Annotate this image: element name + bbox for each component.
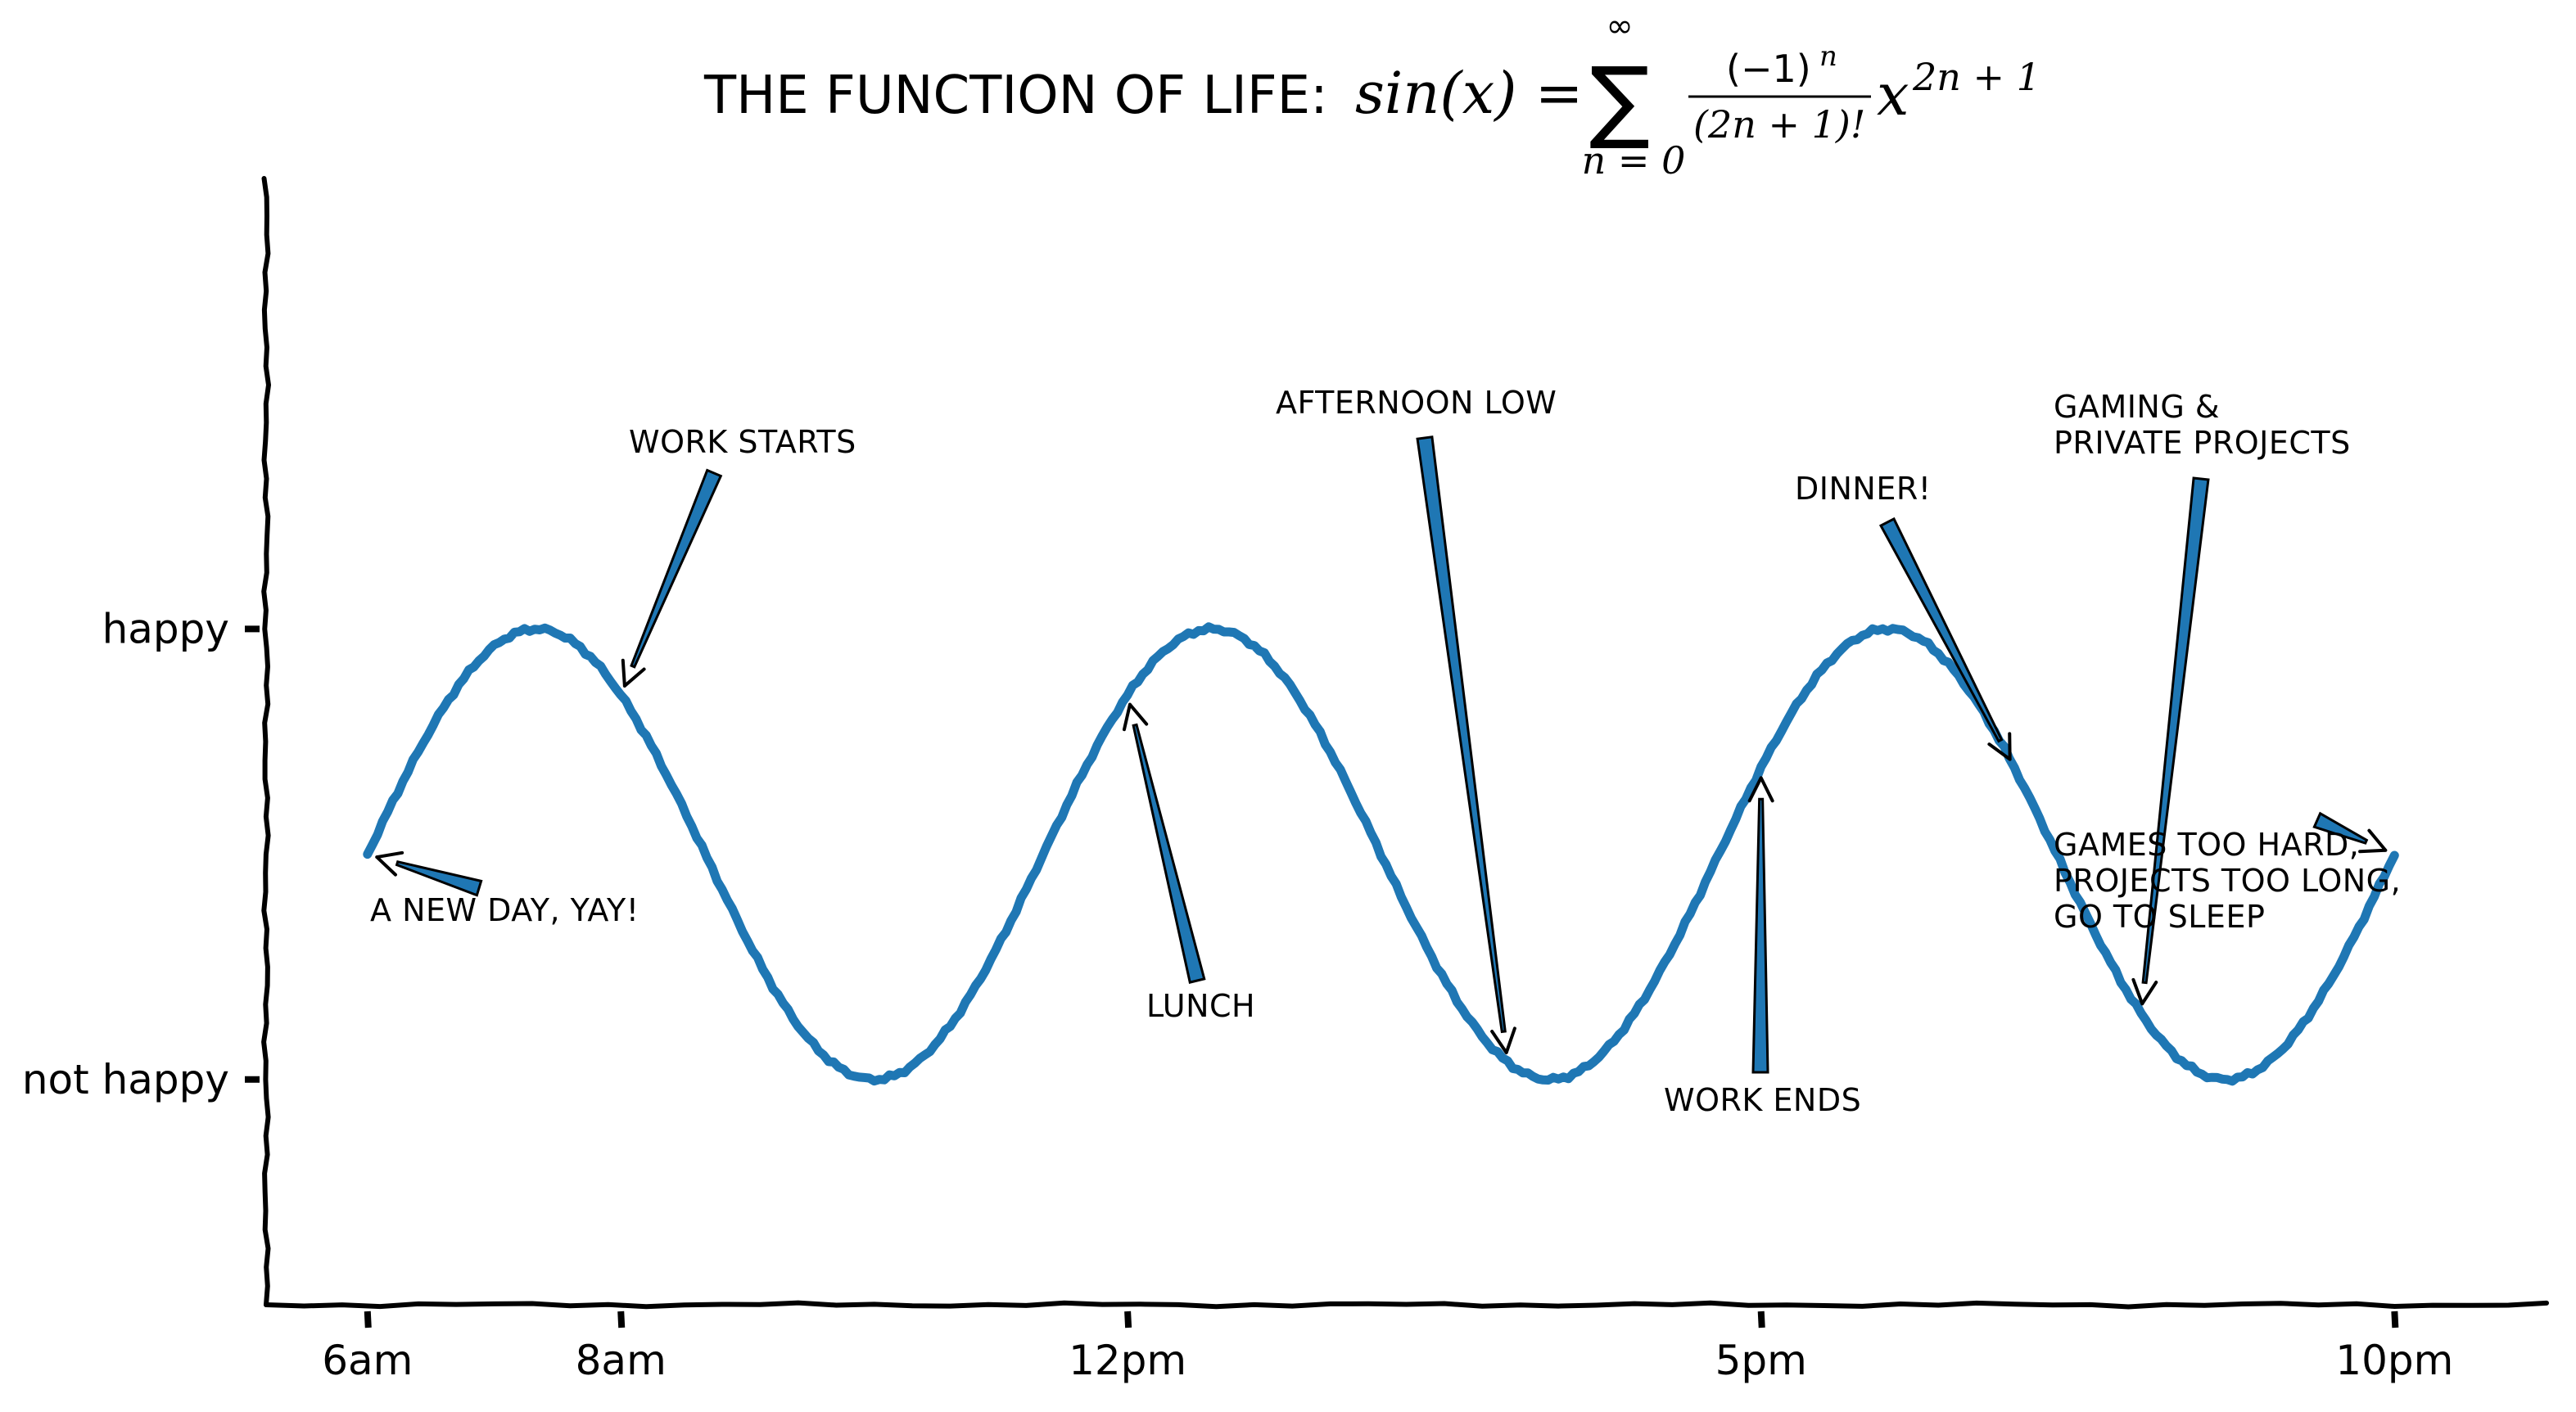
annotation-afternoon-low: AFTERNOON LOW bbox=[1276, 385, 1557, 421]
sum-symbol: ∑ bbox=[1589, 47, 1650, 152]
annotation-line: PRIVATE PROJECTS bbox=[2054, 425, 2351, 461]
annotation-arrow bbox=[2141, 476, 2210, 985]
annotation-arrowhead bbox=[2358, 828, 2388, 854]
sum-upper-limit: ∞ bbox=[1606, 7, 1633, 45]
annotation-lunch: LUNCH bbox=[1146, 988, 1255, 1024]
annotation-line: LUNCH bbox=[1146, 988, 1255, 1024]
title-x: x bbox=[1877, 61, 1909, 129]
x-tick-label: 12pm bbox=[1069, 1337, 1186, 1384]
annotation-arrowhead bbox=[2131, 977, 2158, 1006]
x-axis-line bbox=[264, 1300, 2549, 1310]
annotation-arrow bbox=[1751, 797, 1769, 1074]
annotation-gaming: GAMING & PRIVATE PROJECTS bbox=[2054, 389, 2351, 461]
annotation-line: GAMES TOO HARD, bbox=[2054, 827, 2359, 863]
fraction-denominator: (2n + 1)! bbox=[1693, 102, 1865, 147]
x-tick-label: 6am bbox=[322, 1337, 413, 1384]
annotation-arrowhead bbox=[1747, 776, 1774, 803]
fraction-numerator-exponent: n bbox=[1819, 40, 1837, 73]
annotation-work-starts: WORK STARTS bbox=[629, 424, 856, 460]
title-lhs: sin(x) = bbox=[1355, 60, 1583, 127]
annotation-arrow bbox=[1416, 435, 1507, 1034]
title-x-exponent: 2n + 1 bbox=[1912, 55, 2040, 99]
annotation-line: A NEW DAY, YAY! bbox=[370, 892, 639, 928]
x-tick-label: 10pm bbox=[2335, 1337, 2453, 1384]
x-tick-mark bbox=[2391, 1310, 2399, 1329]
annotation-line: WORK ENDS bbox=[1664, 1082, 1861, 1118]
annotation-work-ends: WORK ENDS bbox=[1664, 1082, 1861, 1118]
x-tick-label: 5pm bbox=[1715, 1337, 1807, 1384]
annotation-a-new-day: A NEW DAY, YAY! bbox=[370, 892, 639, 928]
sum-lower-limit: n = 0 bbox=[1582, 138, 1686, 183]
y-axis-line bbox=[261, 176, 272, 1307]
y-ticks: happy not happy bbox=[22, 605, 260, 1103]
happiness-curve-line bbox=[363, 622, 2399, 1086]
annotation-arrowhead bbox=[621, 658, 646, 688]
annotation-line: PROJECTS TOO LONG, bbox=[2054, 863, 2401, 899]
annotation-arrowhead bbox=[1490, 1026, 1516, 1054]
x-tick-mark bbox=[1757, 1310, 1765, 1329]
annotation-arrow bbox=[1132, 723, 1206, 984]
annotation-arrowhead bbox=[1122, 702, 1149, 732]
title-prefix: THE FUNCTION OF LIFE: bbox=[703, 65, 1328, 126]
chart-title: THE FUNCTION OF LIFE: sin(x) = ∞ ∑ n = 0… bbox=[703, 7, 2040, 183]
annotation-line: GO TO SLEEP bbox=[2054, 899, 2265, 935]
annotation-line: GAMING & bbox=[2054, 389, 2220, 425]
x-ticks: 6am 8am 12pm 5pm 10pm bbox=[322, 1310, 2453, 1384]
x-tick-label: 8am bbox=[576, 1337, 667, 1384]
annotation-arrow bbox=[1878, 517, 2004, 743]
annotation-arrows bbox=[375, 435, 2388, 1074]
y-tick-label: not happy bbox=[22, 1056, 229, 1103]
y-tick-label: happy bbox=[102, 605, 229, 652]
annotation-arrow bbox=[395, 859, 483, 897]
annotations: A NEW DAY, YAY! WORK STARTS LUNCH AFTERN… bbox=[370, 385, 2411, 1118]
annotation-arrow bbox=[630, 468, 723, 669]
annotation-dinner: DINNER! bbox=[1795, 471, 1931, 507]
annotation-arrowhead bbox=[375, 850, 404, 877]
annotation-go-to-sleep: GAMES TOO HARD, PROJECTS TOO LONG, GO TO… bbox=[2054, 827, 2411, 935]
annotation-arrowhead bbox=[1987, 732, 2012, 761]
fraction-numerator: (−1) bbox=[1726, 47, 1811, 91]
annotation-arrow bbox=[2312, 811, 2369, 845]
annotation-line: WORK STARTS bbox=[629, 424, 856, 460]
annotation-line: DINNER! bbox=[1795, 471, 1931, 507]
annotation-line: AFTERNOON LOW bbox=[1276, 385, 1557, 421]
